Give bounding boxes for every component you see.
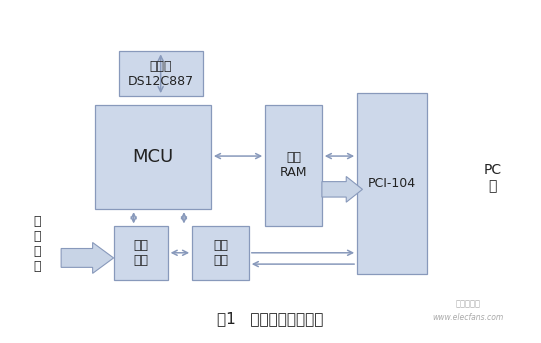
Text: 电子发烧友: 电子发烧友 bbox=[456, 299, 480, 308]
Bar bbox=[114, 226, 168, 280]
Text: PCI-104: PCI-104 bbox=[368, 177, 416, 190]
Bar bbox=[265, 105, 322, 226]
Text: 分频
逻辑: 分频 逻辑 bbox=[133, 239, 148, 267]
Text: PC
机: PC 机 bbox=[483, 163, 502, 193]
Bar bbox=[119, 51, 203, 96]
Bar bbox=[192, 226, 249, 280]
Bar bbox=[357, 93, 427, 274]
Text: MCU: MCU bbox=[132, 148, 174, 166]
Polygon shape bbox=[322, 176, 362, 202]
Text: 图1   系统硬件主体框图: 图1 系统硬件主体框图 bbox=[217, 311, 324, 327]
Bar bbox=[95, 105, 211, 209]
Text: www.elecfans.com: www.elecfans.com bbox=[432, 313, 504, 322]
Polygon shape bbox=[61, 243, 114, 273]
Text: 译码
逻辑: 译码 逻辑 bbox=[213, 239, 228, 267]
Text: 主
时
钟
源: 主 时 钟 源 bbox=[33, 214, 41, 273]
Text: 时钟源
DS12C887: 时钟源 DS12C887 bbox=[128, 60, 194, 88]
Text: 双口
RAM: 双口 RAM bbox=[280, 152, 307, 179]
